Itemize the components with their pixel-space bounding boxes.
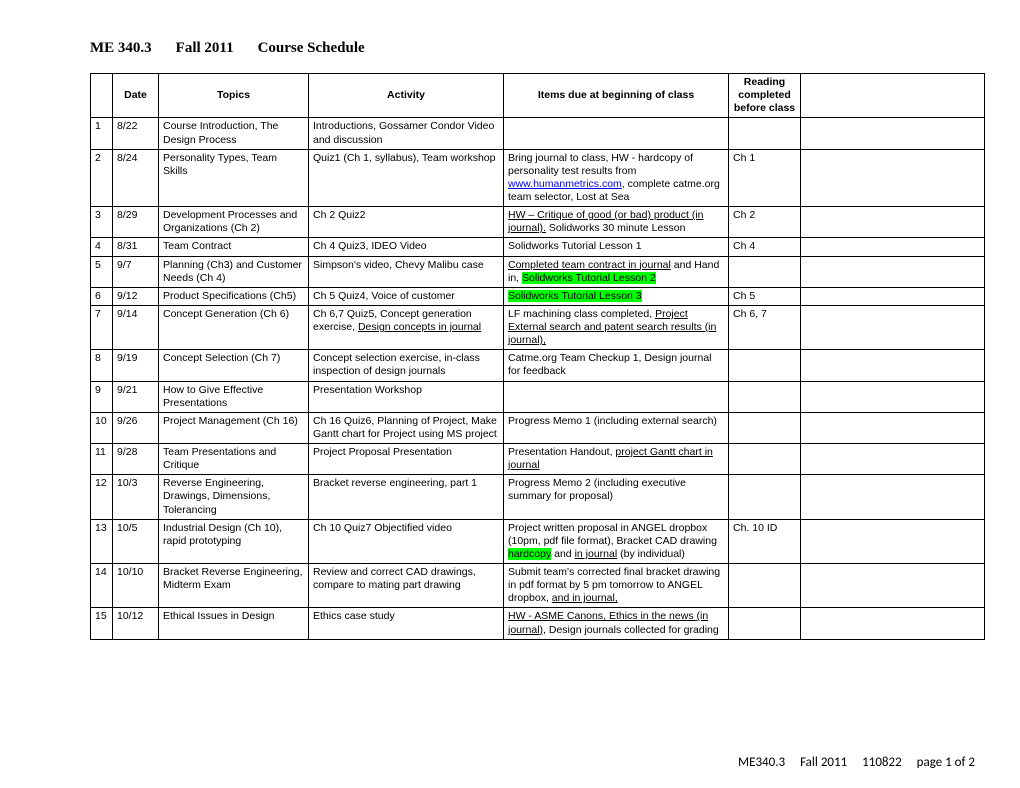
- header-blank: [91, 74, 113, 118]
- table-row: 48/31Team ContractCh 4 Quiz3, IDEO Video…: [91, 238, 985, 256]
- page-title: ME 340.3 Fall 2011 Course Schedule: [90, 40, 985, 57]
- table-row: 1510/12Ethical Issues in DesignEthics ca…: [91, 608, 985, 639]
- header-reading: Reading completed before class: [729, 74, 801, 118]
- header-date: Date: [113, 74, 159, 118]
- header-topics: Topics: [159, 74, 309, 118]
- header-due: Items due at beginning of class: [504, 74, 729, 118]
- table-row: 18/22Course Introduction, The Design Pro…: [91, 118, 985, 149]
- footer-term: Fall 2011: [800, 755, 847, 770]
- footer-course: ME340.3: [738, 755, 785, 770]
- table-row: 1210/3Reverse Engineering, Drawings, Dim…: [91, 475, 985, 519]
- table-row: 89/19Concept Selection (Ch 7)Concept sel…: [91, 350, 985, 381]
- schedule-table: Date Topics Activity Items due at beginn…: [90, 73, 985, 640]
- page-footer: ME340.3 Fall 2011 110822 page 1 of 2: [726, 755, 975, 770]
- table-row: 38/29Development Processes and Organizat…: [91, 207, 985, 238]
- footer-page: page 1 of 2: [917, 755, 975, 770]
- table-row: 79/14Concept Generation (Ch 6)Ch 6,7 Qui…: [91, 305, 985, 349]
- table-row: 59/7Planning (Ch3) and Customer Needs (C…: [91, 256, 985, 287]
- table-body: 18/22Course Introduction, The Design Pro…: [91, 118, 985, 639]
- header-activity: Activity: [309, 74, 504, 118]
- table-row: 28/24Personality Types, Team SkillsQuiz1…: [91, 149, 985, 207]
- table-row: 119/28Team Presentations and CritiquePro…: [91, 444, 985, 475]
- footer-code: 110822: [862, 755, 902, 770]
- table-row: 69/12Product Specifications (Ch5)Ch 5 Qu…: [91, 287, 985, 305]
- schedule-label: Course Schedule: [258, 40, 365, 56]
- table-row: 1410/10Bracket Reverse Engineering, Midt…: [91, 564, 985, 608]
- table-row: 109/26Project Management (Ch 16)Ch 16 Qu…: [91, 412, 985, 443]
- table-row: 1310/5Industrial Design (Ch 10), rapid p…: [91, 519, 985, 563]
- table-row: 99/21How to Give Effective Presentations…: [91, 381, 985, 412]
- course-code: ME 340.3: [90, 40, 152, 56]
- page-container: ME 340.3 Fall 2011 Course Schedule Date To…: [0, 0, 1020, 660]
- term: Fall 2011: [176, 40, 234, 56]
- header-empty: [801, 74, 985, 118]
